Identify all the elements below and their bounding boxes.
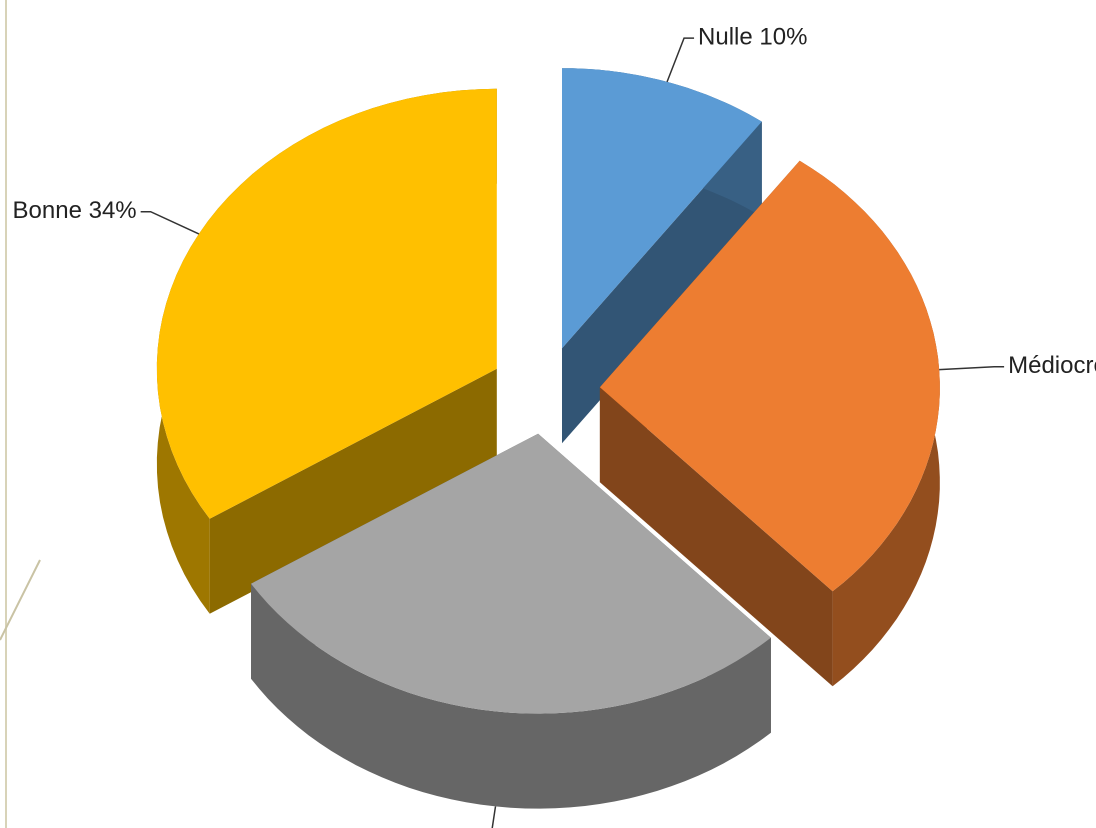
slice xyxy=(156,88,497,614)
slice-top xyxy=(156,88,497,519)
data-label: Nulle 10% xyxy=(698,23,807,50)
frame-decoration xyxy=(0,559,41,641)
leader-line xyxy=(140,211,200,235)
leader-line xyxy=(939,366,1005,371)
leader-line xyxy=(666,37,695,83)
slice-wall xyxy=(251,583,771,809)
leader-line xyxy=(491,806,497,828)
slice-side xyxy=(562,121,762,444)
slice-top xyxy=(562,68,762,349)
slice-top xyxy=(599,160,940,592)
slice xyxy=(599,160,940,687)
data-label: Médiocre 28% xyxy=(1008,352,1096,379)
data-label: Bonne 34% xyxy=(13,197,137,224)
slice xyxy=(562,68,762,444)
slice-top xyxy=(251,433,771,714)
slice xyxy=(251,433,771,809)
slice-side xyxy=(599,387,833,687)
slice-side xyxy=(209,368,497,614)
